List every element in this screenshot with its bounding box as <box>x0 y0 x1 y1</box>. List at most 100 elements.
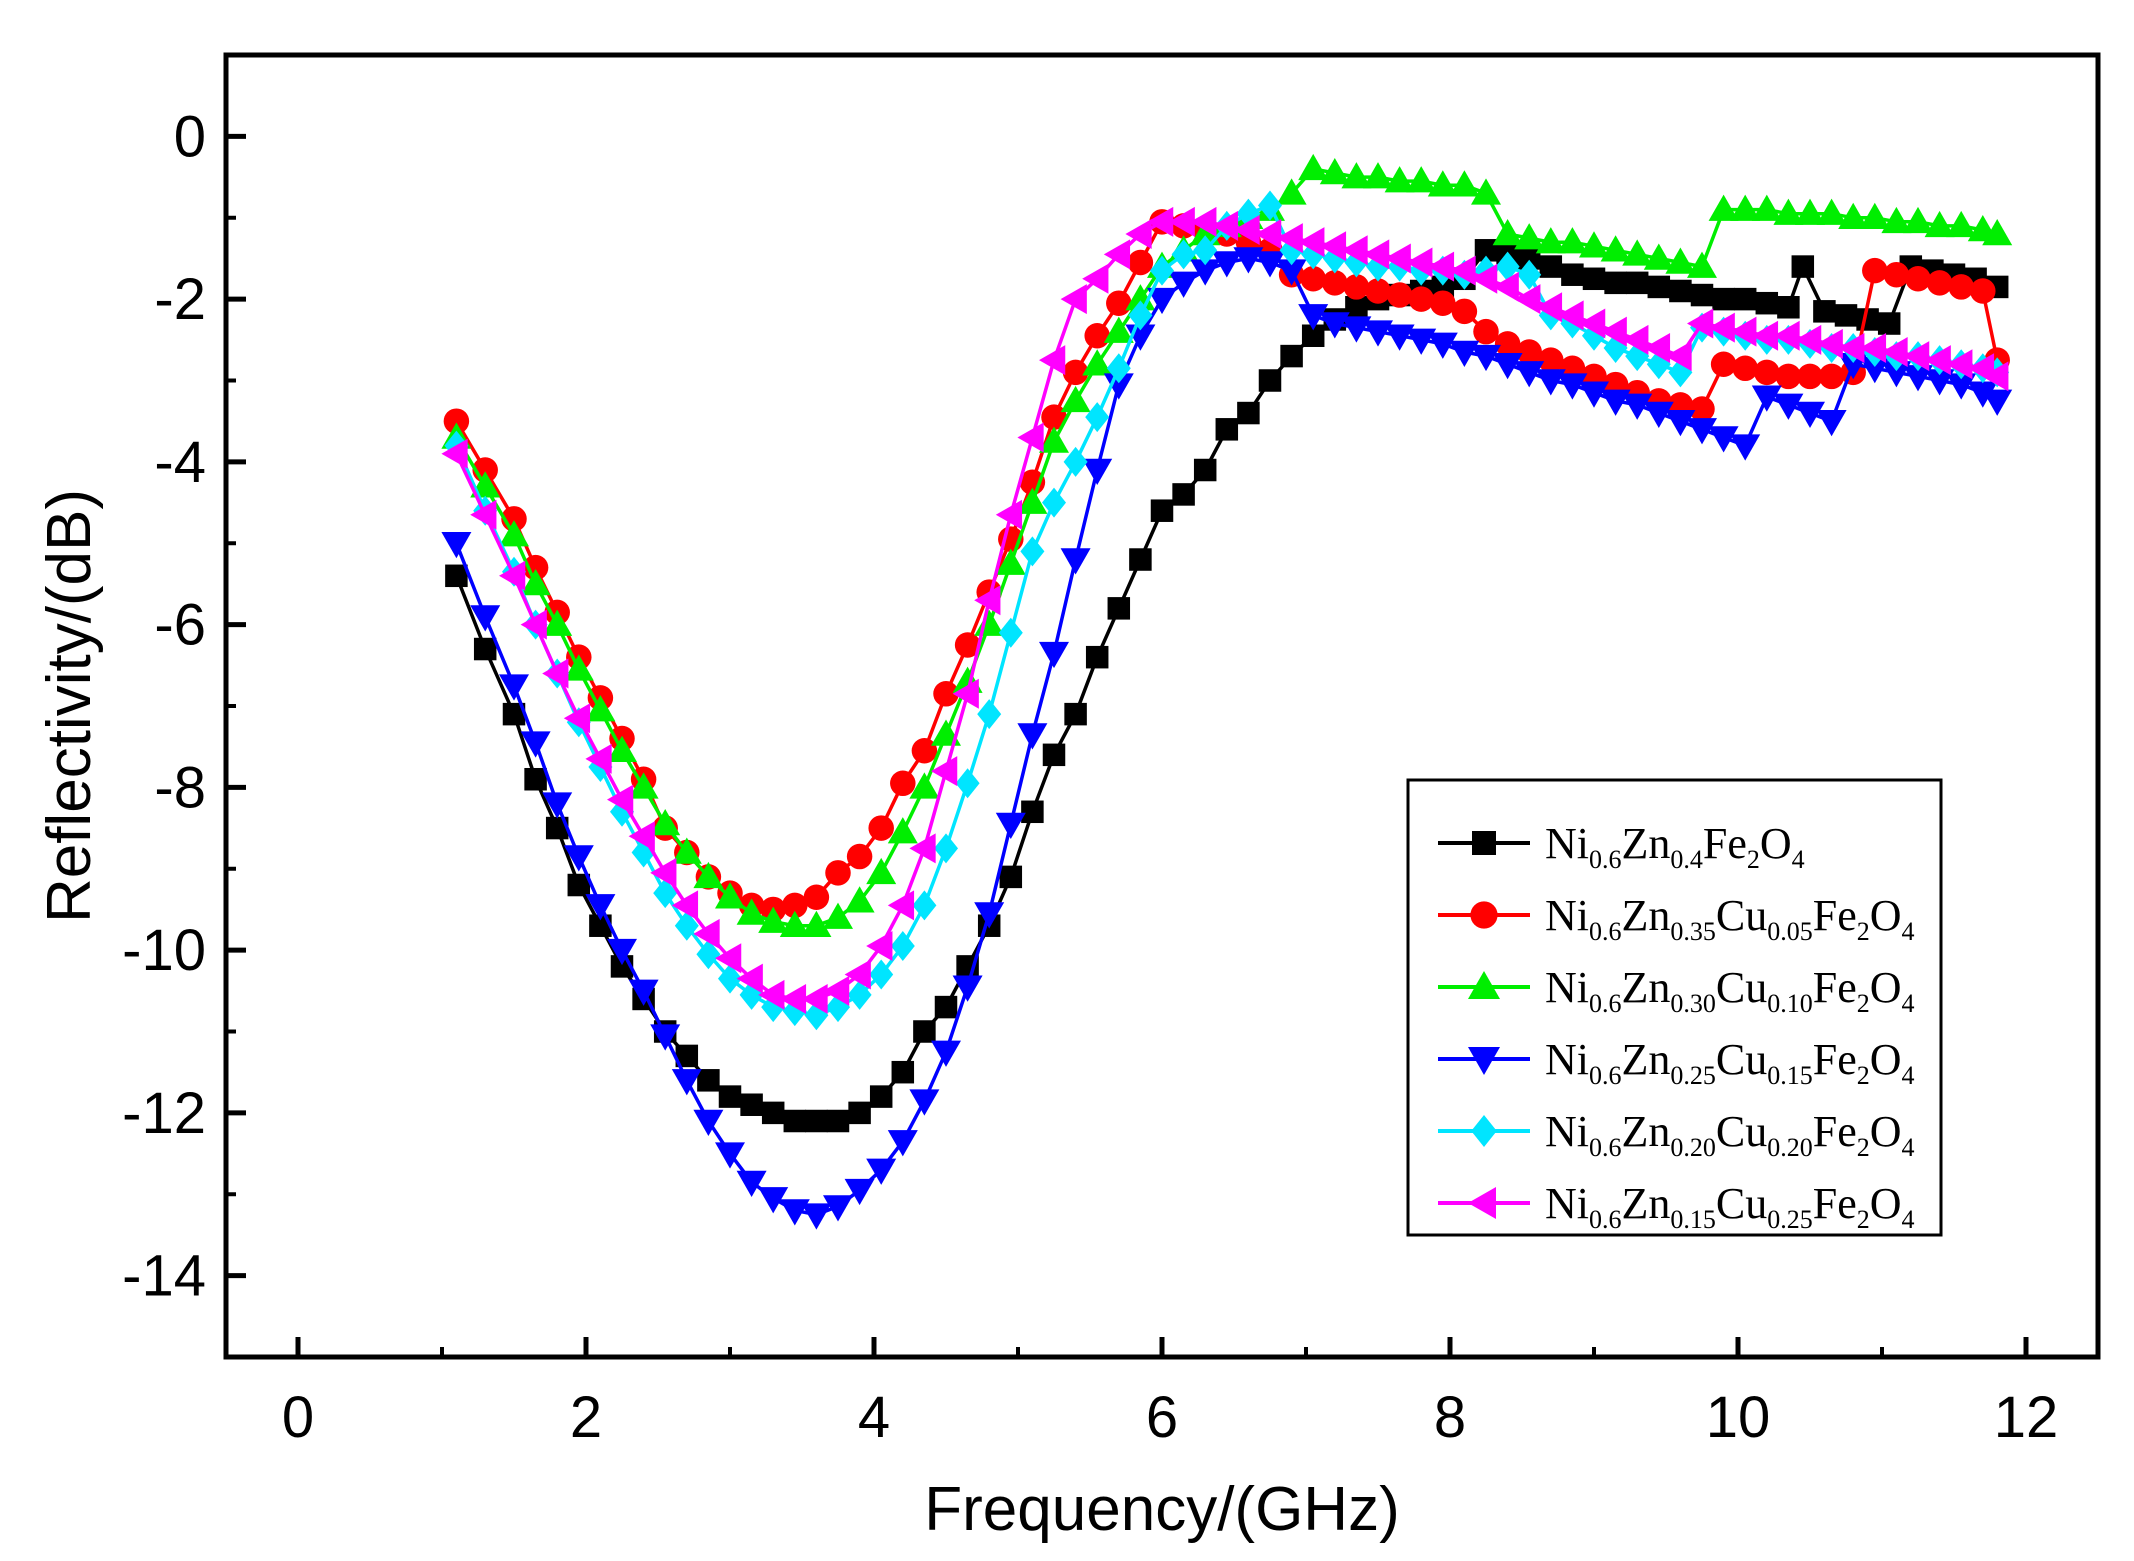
data-point <box>1085 645 1109 669</box>
y-tick-label: -6 <box>154 593 206 658</box>
data-point <box>952 975 983 1002</box>
data-point <box>890 770 916 797</box>
series-6 <box>441 206 2009 1014</box>
data-point <box>1514 223 1545 250</box>
y-axis-title: Reflectivity/(dB) <box>35 489 104 923</box>
data-point <box>567 873 591 897</box>
legend-marker <box>1470 901 1498 929</box>
data-point <box>1017 723 1048 750</box>
data-point <box>1816 409 1847 437</box>
data-point <box>1255 219 1282 250</box>
data-point <box>1082 458 1113 486</box>
data-point <box>999 865 1023 889</box>
data-point <box>1406 166 1437 193</box>
data-point <box>522 554 549 581</box>
data-point <box>1082 349 1113 376</box>
data-point <box>1816 198 1847 225</box>
data-point <box>1062 359 1089 386</box>
legend-subscript: 0.6 <box>1589 845 1622 874</box>
legend-element: Ni <box>1545 1035 1589 1084</box>
data-point <box>1838 202 1869 229</box>
data-point <box>801 910 832 937</box>
data-point <box>931 1040 961 1067</box>
data-point <box>1363 162 1393 189</box>
legend-element: Ni <box>1545 1107 1589 1156</box>
data-point <box>844 1178 875 1206</box>
data-point <box>1797 363 1823 390</box>
legend-marker <box>1468 971 1500 999</box>
data-point <box>1341 316 1372 343</box>
data-point <box>563 654 594 681</box>
data-point <box>1625 271 1649 295</box>
legend-subscript: 0.25 <box>1767 1205 1813 1234</box>
x-tick-label: 2 <box>570 1385 602 1450</box>
data-point <box>607 735 637 763</box>
data-point <box>1384 324 1415 351</box>
data-point <box>1813 300 1836 323</box>
data-point <box>1730 316 1757 347</box>
data-point <box>585 894 616 921</box>
data-point <box>1689 396 1715 422</box>
data-point <box>783 1109 807 1133</box>
data-point <box>1557 373 1588 400</box>
data-point <box>715 943 742 974</box>
legend-element: Fe <box>1703 819 1747 868</box>
data-point <box>912 890 937 921</box>
legend-element: Cu <box>1716 891 1767 940</box>
legend-subscript: 0.6 <box>1589 1133 1622 1162</box>
data-point <box>524 767 547 791</box>
data-point <box>650 808 681 836</box>
data-point <box>1733 287 1757 311</box>
legend-subscript: 2 <box>1857 1205 1870 1234</box>
data-point <box>1103 373 1134 400</box>
data-point <box>931 756 958 787</box>
data-point <box>1795 324 1822 355</box>
legend-marker <box>1468 1187 1496 1219</box>
data-point <box>443 408 470 434</box>
legend-element: Zn <box>1622 963 1671 1012</box>
legend-element: O <box>1870 891 1902 940</box>
x-tick-label: 6 <box>1146 1385 1178 1450</box>
data-point <box>955 768 980 799</box>
data-point <box>740 1093 763 1116</box>
data-point <box>1471 344 1501 372</box>
data-point <box>805 1109 828 1133</box>
data-point <box>1129 548 1152 571</box>
data-point <box>1172 483 1195 506</box>
data-point <box>1818 363 1845 390</box>
data-point <box>718 963 742 994</box>
data-point <box>1622 239 1653 266</box>
data-point <box>1084 322 1110 349</box>
x-tick-label: 8 <box>1434 1385 1466 1450</box>
data-point <box>1085 402 1110 433</box>
data-point <box>1125 219 1152 250</box>
axes-layer: 0 2 4 6 8 10 12 0 -2 -4 -6 -8 -10 -12 -14 <box>122 53 2058 1450</box>
data-point <box>1020 536 1045 567</box>
data-point <box>909 772 940 799</box>
y-tick-label: -10 <box>122 918 206 983</box>
data-point <box>1712 287 1735 311</box>
data-point <box>1233 247 1264 274</box>
data-point <box>1103 239 1131 270</box>
data-point <box>628 979 659 1006</box>
data-point <box>1708 426 1739 453</box>
data-point <box>1190 219 1221 246</box>
data-point <box>1924 369 1955 396</box>
legend-entry: Ni0.6Zn0.35Cu0.05Fe2O4 <box>1438 891 1915 946</box>
x-tick-label: 0 <box>282 1385 314 1450</box>
data-point <box>650 1024 681 1051</box>
data-point <box>1237 401 1260 425</box>
data-point <box>1408 286 1434 312</box>
data-point <box>1773 393 1804 420</box>
data-point <box>1039 426 1069 453</box>
data-point <box>542 609 573 636</box>
data-point <box>934 833 958 864</box>
data-point <box>803 884 830 910</box>
data-point <box>1730 194 1761 221</box>
data-point <box>1060 385 1091 413</box>
data-point <box>868 815 894 841</box>
legend-element: Fe <box>1813 963 1857 1012</box>
data-point <box>1708 312 1735 343</box>
data-point <box>844 959 871 990</box>
data-point <box>1384 243 1411 274</box>
